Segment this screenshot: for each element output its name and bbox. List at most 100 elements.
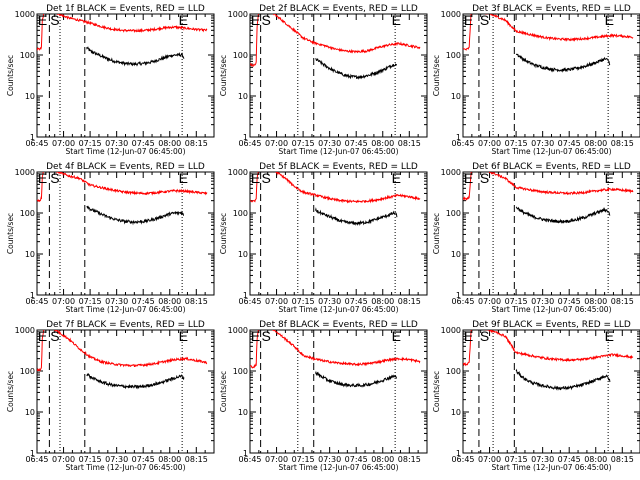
y-tick-label: 10 [238,250,248,259]
event-marker-label: E [464,328,473,344]
x-tick-label: 07:30 [318,297,341,306]
x-axis-label: Start Time (12-Jun-07 06:45:00) [492,463,612,472]
x-tick-label: 07:30 [318,139,341,148]
x-tick-label: 07:45 [132,139,155,148]
x-tick-label: 08:15 [398,297,421,306]
y-tick-label: 1000 [441,326,461,335]
lld-series-line [37,14,208,51]
events-series-line [86,372,185,390]
detector-panel: Det 6f BLACK = Events, RED = LLD 1 10 100 10… [432,162,640,314]
y-axis-label: Counts/sec [432,213,441,254]
y-tick-label: 100 [446,209,461,218]
event-marker-label: E [392,170,401,186]
x-tick-label: 07:45 [558,455,581,464]
x-axis-label: Start Time (12-Jun-07 06:45:00) [279,463,399,472]
y-tick-label: 1 [456,291,461,300]
plot-frame [249,13,428,138]
event-marker-label: S [480,12,489,28]
x-tick-label: 08:15 [185,455,208,464]
event-marker-label: E [179,12,188,28]
event-marker-label: E [605,328,614,344]
panel-title: Det 6f BLACK = Events, RED = LLD [472,162,631,172]
detector-panel: Det 3f BLACK = Events, RED = LLD 1 10 100 10… [432,4,640,156]
events-series-line [86,46,185,67]
y-tick-label: 1 [30,291,35,300]
x-tick-label: 08:00 [371,455,394,464]
y-tick-label: 1 [30,133,35,142]
x-tick-label: 07:00 [478,297,501,306]
panel-title: Det 8f BLACK = Events, RED = LLD [259,320,418,330]
x-tick-label: 07:15 [292,455,315,464]
events-series-line [515,206,611,224]
event-marker-label: E [605,12,614,28]
lld-series-line [250,330,421,369]
y-tick-label: 10 [238,92,248,101]
plot-frame [462,13,640,138]
x-tick-label: 07:30 [531,139,554,148]
x-tick-label: 07:15 [292,297,315,306]
y-tick-label: 1000 [441,168,461,177]
events-series-line [315,57,397,80]
x-tick-label: 07:45 [132,297,155,306]
y-tick-label: 100 [233,51,248,60]
lld-series-line [37,172,208,203]
panel-title: Det 5f BLACK = Events, RED = LLD [259,162,418,172]
y-tick-label: 100 [233,209,248,218]
x-axis-label: Start Time (12-Jun-07 06:45:00) [279,147,399,156]
y-axis-label: Counts/sec [219,213,228,254]
y-axis-label: Counts/sec [432,371,441,412]
plot-frame [462,329,640,454]
y-tick-label: 1000 [15,326,35,335]
event-marker-label: S [50,328,59,344]
x-axis-label: Start Time (12-Jun-07 06:45:00) [66,305,186,314]
y-tick-label: 1 [456,133,461,142]
x-tick-label: 08:15 [185,139,208,148]
y-tick-label: 10 [25,408,35,417]
event-marker-label: E [179,170,188,186]
panel-title: Det 1f BLACK = Events, RED = LLD [46,4,205,14]
x-tick-label: 06:45 [451,297,474,306]
event-marker-label: S [262,328,271,344]
x-tick-label: 07:15 [505,297,528,306]
y-axis-label: Counts/sec [6,371,15,412]
event-marker-label: E [179,328,188,344]
x-tick-label: 07:30 [105,297,128,306]
lld-series-line [463,172,634,201]
x-axis-label: Start Time (12-Jun-07 06:45:00) [66,463,186,472]
event-marker-label: E [392,328,401,344]
lld-series-line [250,172,421,204]
event-marker-label: E [38,12,47,28]
x-tick-label: 07:30 [531,455,554,464]
x-tick-label: 07:30 [105,455,128,464]
x-tick-label: 07:00 [52,139,75,148]
y-tick-label: 10 [25,92,35,101]
detector-panel: Det 2f BLACK = Events, RED = LLD 1 10 100 10… [219,4,428,156]
y-tick-label: 100 [20,367,35,376]
lld-series-line [463,14,634,51]
x-tick-label: 07:45 [345,455,368,464]
plot-frame [36,13,215,138]
x-axis-label: Start Time (12-Jun-07 06:45:00) [66,147,186,156]
x-tick-label: 07:00 [478,139,501,148]
detector-panel: Det 5f BLACK = Events, RED = LLD 1 10 100 10… [219,162,428,314]
x-tick-label: 07:45 [558,139,581,148]
events-series-line [315,207,398,226]
detector-panel: Det 8f BLACK = Events, RED = LLD 1 10 100 10… [219,320,428,472]
x-tick-label: 08:15 [398,139,421,148]
x-tick-label: 07:45 [345,139,368,148]
lld-series-line [463,330,634,367]
y-tick-label: 10 [25,250,35,259]
x-tick-label: 07:15 [505,139,528,148]
event-marker-label: E [251,170,260,186]
y-tick-label: 100 [20,209,35,218]
y-axis-label: Counts/sec [432,55,441,96]
x-tick-label: 07:45 [345,297,368,306]
x-tick-label: 06:45 [25,297,48,306]
x-tick-label: 08:00 [158,139,181,148]
y-tick-label: 1 [30,449,35,458]
events-series-line [86,205,185,226]
x-tick-label: 06:45 [451,139,474,148]
events-series-line [315,370,397,388]
x-axis-label: Start Time (12-Jun-07 06:45:00) [492,147,612,156]
